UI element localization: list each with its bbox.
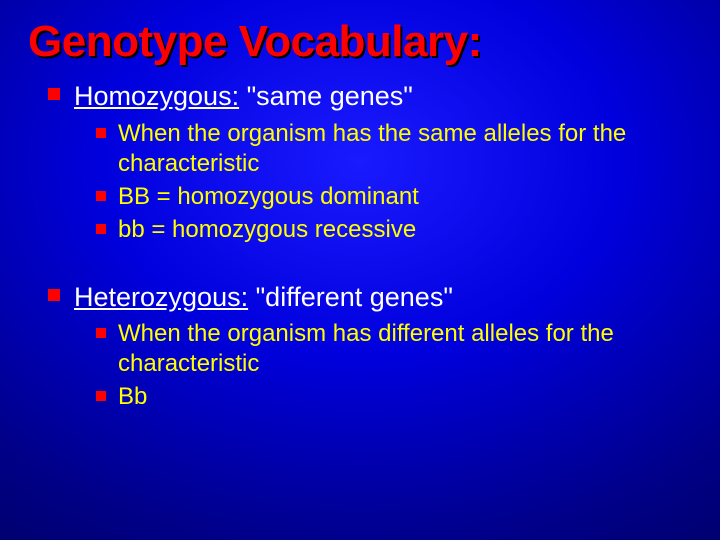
term-homozygous: Homozygous: [74, 81, 239, 111]
sublist-heterozygous: When the organism has different alleles … [74, 319, 692, 412]
section-heterozygous: Heterozygous: "different genes" When the… [48, 281, 692, 412]
sub-item: BB = homozygous dominant [96, 182, 692, 212]
sub-item: bb = homozygous recessive [96, 215, 692, 245]
sub-item: When the organism has different alleles … [96, 319, 692, 379]
sub-item: Bb [96, 382, 692, 412]
sub-item: When the organism has the same alleles f… [96, 119, 692, 179]
slide: Genotype Vocabulary: Homozygous: "same g… [0, 0, 720, 540]
bullet-list-level1: Homozygous: "same genes" When the organi… [28, 80, 692, 412]
sublist-homozygous: When the organism has the same alleles f… [74, 119, 692, 245]
definition-homozygous: "same genes" [239, 81, 413, 111]
slide-title: Genotype Vocabulary: [28, 18, 692, 66]
definition-heterozygous: "different genes" [248, 282, 453, 312]
term-heterozygous: Heterozygous: [74, 282, 248, 312]
section-homozygous: Homozygous: "same genes" When the organi… [48, 80, 692, 244]
